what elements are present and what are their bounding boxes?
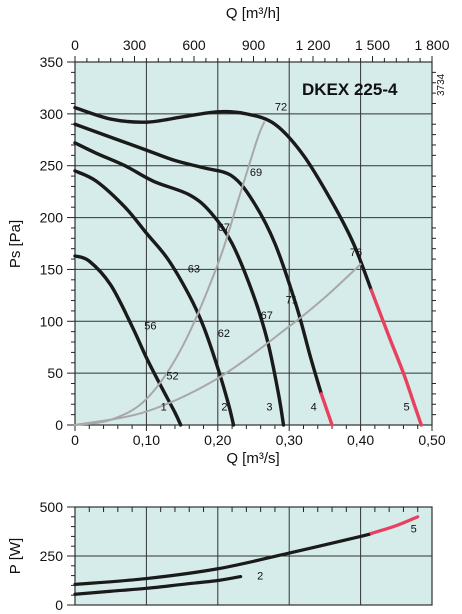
system-curve xyxy=(74,263,362,426)
power-series xyxy=(73,515,420,596)
fan-curve-extension-4 xyxy=(319,392,334,427)
y-tick-label: 300 xyxy=(40,106,64,122)
power-curve-number-label: 5 xyxy=(411,523,417,535)
efficiency-label: 72 xyxy=(275,102,287,114)
x-top-tick-label: 600 xyxy=(182,37,206,53)
efficiency-label: 67 xyxy=(261,310,273,322)
efficiency-label: 56 xyxy=(144,321,156,333)
fan-curve-3 xyxy=(73,141,286,427)
x-top-tick-label: 900 xyxy=(242,37,266,53)
efficiency-label: 69 xyxy=(250,167,262,179)
x-axis-title-top: Q [m³/h] xyxy=(226,5,280,22)
x-top-tick-label: 0 xyxy=(71,37,79,53)
curve-number-label: 5 xyxy=(403,401,409,413)
curve-number-label: 1 xyxy=(161,401,167,413)
power-curve-number-label: 2 xyxy=(257,571,263,583)
power-sub-ticks xyxy=(71,507,419,596)
y-tick-label: 50 xyxy=(47,365,63,381)
x-tick-label: 0,50 xyxy=(418,432,445,448)
x-top-tick-label: 1 200 xyxy=(295,37,330,53)
main-labels: 0 0,10 0,20 0,30 0,40 0,500 300 600 900 1 200 1 50… xyxy=(40,37,450,448)
x-tick-label: 0,30 xyxy=(276,432,303,448)
power-curve-2 xyxy=(73,574,243,596)
chart-title: DKEX 225-4 xyxy=(302,80,398,99)
efficiency-label: 62 xyxy=(218,328,230,340)
power-grid xyxy=(67,506,433,606)
fan-curve-5 xyxy=(73,105,374,292)
main-grid xyxy=(67,56,433,431)
x-tick-label: 0,10 xyxy=(133,432,160,448)
fan-curve-4 xyxy=(73,122,324,396)
power-curve-5 xyxy=(73,531,373,587)
x-top-tick-label: 1 800 xyxy=(414,37,449,53)
efficiency-label: 52 xyxy=(166,370,178,382)
y-tick-label: 0 xyxy=(55,417,63,433)
x-tick-label: 0,20 xyxy=(204,432,231,448)
y-tick-label: 200 xyxy=(40,210,64,226)
y-axis-title: Ps [Pa] xyxy=(7,220,24,268)
curve-number-label: 3 xyxy=(266,401,272,413)
fan-curve-2 xyxy=(73,169,236,427)
curve-number-label: 2 xyxy=(221,401,227,413)
power-y-tick-label: 0 xyxy=(55,597,63,613)
y-tick-label: 250 xyxy=(40,158,64,174)
main-sub-ticks xyxy=(71,58,436,429)
efficiency-label: 71 xyxy=(286,295,298,307)
x-top-tick-label: 1 500 xyxy=(355,37,390,53)
fan-curve-extension-5 xyxy=(369,288,423,427)
power-y-axis-title: P [W] xyxy=(7,538,24,574)
y-tick-label: 100 xyxy=(40,313,64,329)
x-axis-title: Q [m³/s] xyxy=(226,450,279,467)
curve-number-label: 4 xyxy=(311,401,317,413)
power-y-tick-label: 500 xyxy=(40,499,64,515)
fan-curve-1 xyxy=(73,254,183,427)
main-series xyxy=(73,105,423,427)
power-labels: 0 250 500 5 2 xyxy=(40,499,417,613)
x-top-tick-label: 300 xyxy=(123,37,147,53)
power-curve-extension-5 xyxy=(369,515,420,536)
power-y-tick-label: 250 xyxy=(40,548,64,564)
x-tick-label: 0 xyxy=(71,432,79,448)
y-tick-label: 150 xyxy=(40,261,64,277)
efficiency-label: 76 xyxy=(350,247,362,259)
efficiency-label: 63 xyxy=(188,264,200,276)
document-number: 3734 xyxy=(436,73,447,96)
efficiency-label: 67 xyxy=(218,222,230,234)
y-tick-label: 350 xyxy=(40,54,64,70)
x-tick-label: 0,40 xyxy=(347,432,374,448)
